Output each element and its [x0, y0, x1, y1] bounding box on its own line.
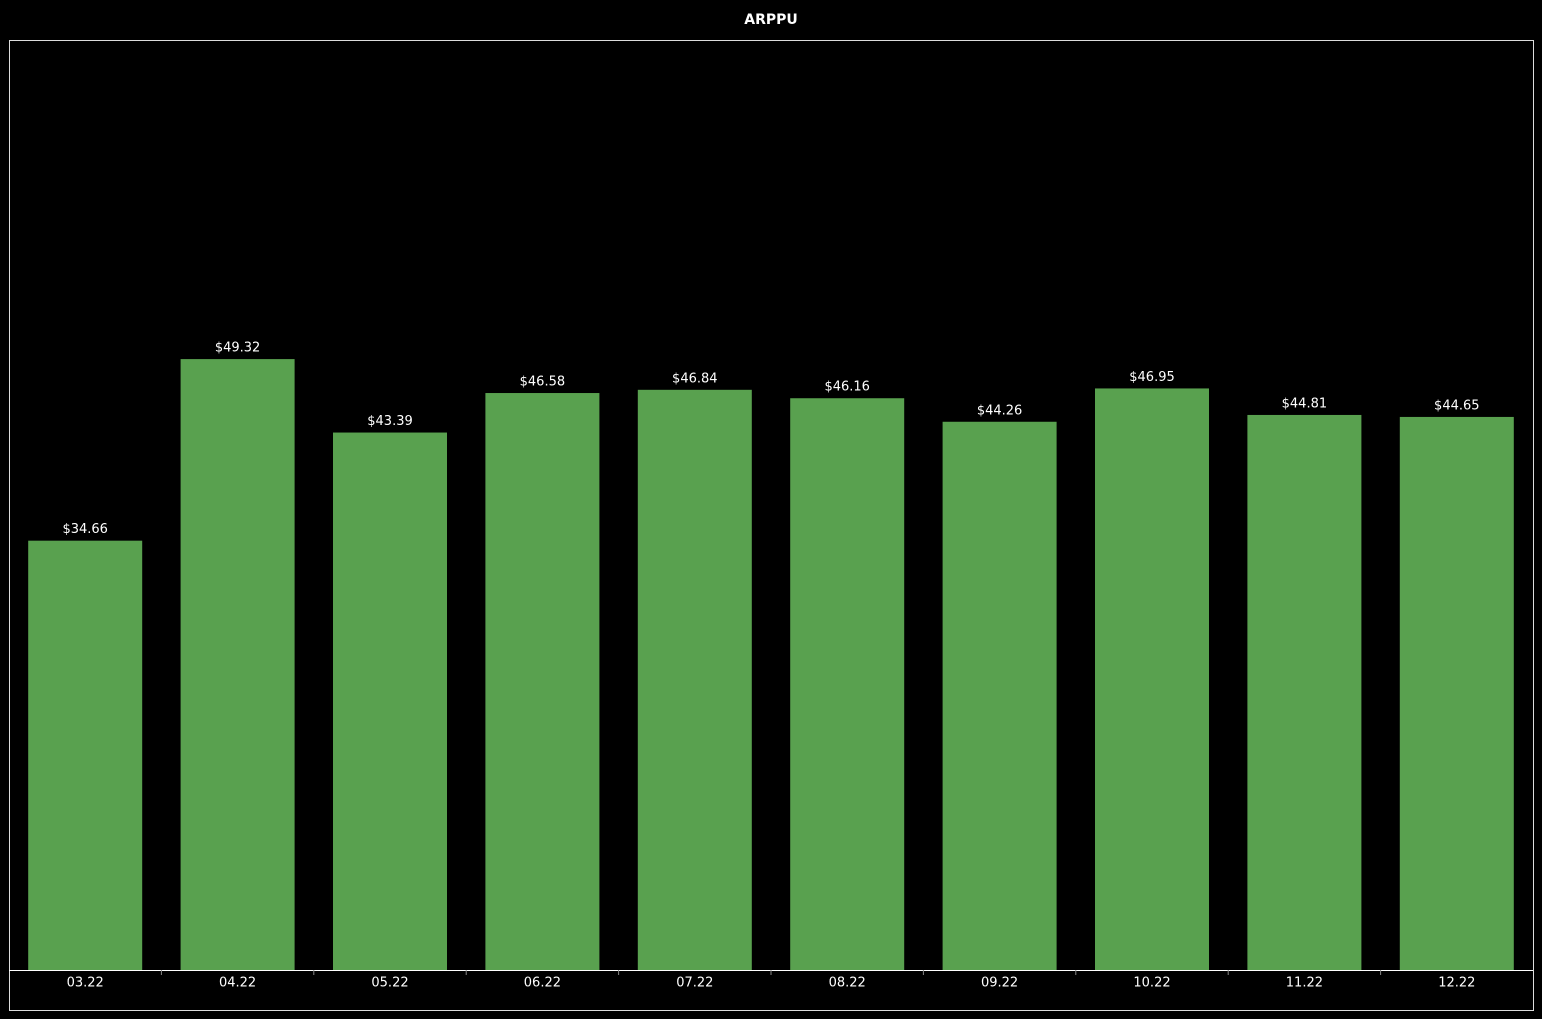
x-tick-label: 05.22 — [371, 976, 408, 991]
x-tick-label: 04.22 — [219, 976, 256, 991]
bar — [180, 359, 295, 970]
value-label: $46.95 — [1129, 370, 1175, 385]
value-label: $43.39 — [367, 414, 413, 429]
bar — [637, 389, 752, 970]
value-label: $34.66 — [62, 522, 108, 537]
bar — [790, 398, 905, 971]
x-tick-label: 09.22 — [981, 976, 1018, 991]
x-tick-label: 08.22 — [829, 976, 866, 991]
x-tick-label: 12.22 — [1438, 976, 1475, 991]
bar — [28, 540, 143, 970]
value-label: $46.58 — [520, 375, 566, 390]
value-label: $49.32 — [215, 341, 261, 356]
value-label: $46.84 — [672, 371, 718, 386]
x-tick-label: 06.22 — [524, 976, 561, 991]
x-tick-label: 07.22 — [676, 976, 713, 991]
x-tick-label: 10.22 — [1133, 976, 1170, 991]
value-label: $46.16 — [824, 380, 870, 395]
value-label: $44.65 — [1434, 398, 1480, 413]
bar — [333, 432, 447, 970]
bar — [1399, 416, 1514, 971]
value-label: $44.26 — [977, 403, 1023, 418]
chart-title: ARPPU — [744, 12, 798, 28]
x-tick-label: 11.22 — [1286, 976, 1323, 991]
value-label: $44.81 — [1282, 396, 1328, 411]
bar — [1247, 414, 1362, 970]
bar — [1095, 388, 1209, 970]
bar — [485, 393, 600, 970]
bar — [942, 421, 1057, 971]
x-tick-label: 03.22 — [67, 976, 104, 991]
frame — [9, 40, 1534, 1011]
